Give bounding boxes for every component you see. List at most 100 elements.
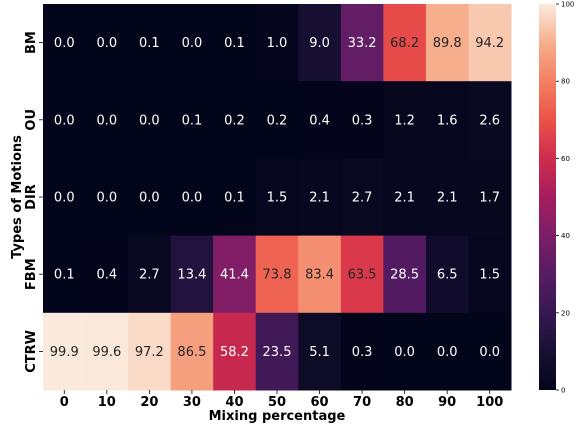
heatmap-cell-ctrw-70: [340, 312, 384, 391]
cell-value-label: 0.0: [54, 113, 75, 128]
cell-value-label: 13.4: [177, 268, 206, 283]
heatmap-cell-ou-80: [383, 81, 427, 159]
cell-value-label: 1.5: [267, 191, 288, 206]
heatmap-cell-ctrw-60: [298, 312, 342, 391]
heatmap-cell-dir-40: [213, 158, 257, 237]
heatmap-cell-ou-60: [298, 81, 342, 159]
cell-value-label: 0.2: [267, 113, 288, 128]
heatmap-cell-dir-10: [85, 158, 129, 237]
cell-value-label: 2.6: [479, 113, 500, 128]
heatmap-cell-bm-70: [340, 4, 384, 82]
cell-value-label: 1.5: [479, 268, 500, 283]
cell-value-label: 99.6: [92, 345, 121, 360]
x-tick-label: 100: [476, 395, 503, 410]
heatmap-cell-bm-100: [468, 4, 512, 82]
cell-value-label: 0.0: [182, 36, 203, 51]
heatmap-cell-ctrw-20: [128, 312, 172, 391]
cell-value-label: 0.0: [139, 113, 160, 128]
heatmap-cell-bm-10: [85, 4, 129, 82]
cell-value-label: 41.4: [220, 268, 249, 283]
colorbar-tick-label: 60: [561, 155, 570, 163]
x-tick-label: 70: [353, 395, 371, 410]
heatmap-cell-ou-90: [425, 81, 469, 159]
y-axis-title: Types of Motions: [10, 135, 25, 259]
cell-value-label: 99.9: [50, 345, 79, 360]
cell-value-label: 0.4: [96, 268, 117, 283]
heatmap-cell-dir-30: [170, 158, 214, 237]
colorbar-tick-label: 0: [561, 387, 565, 395]
x-tick-label: 30: [183, 395, 201, 410]
cell-value-label: 0.1: [224, 191, 245, 206]
colorbar-tick-label: 20: [561, 309, 570, 317]
x-tick-label: 50: [268, 395, 286, 410]
x-tick-label: 20: [140, 395, 158, 410]
colorbar-tick-label: 100: [561, 1, 574, 9]
heatmap-cell-ou-20: [128, 81, 172, 159]
cell-value-label: 0.1: [54, 268, 75, 283]
cell-value-label: 0.0: [54, 36, 75, 51]
cell-value-label: 0.0: [96, 113, 117, 128]
heatmap-cell-fbm-100: [468, 235, 512, 314]
heatmap-cell-fbm-20: [128, 235, 172, 314]
x-axis-title: Mixing percentage: [209, 409, 346, 424]
cell-value-label: 28.5: [390, 268, 419, 283]
x-tick-label: 90: [438, 395, 456, 410]
heatmap-cell-ctrw-80: [383, 312, 427, 391]
heatmap-cell-ou-10: [85, 81, 129, 159]
heatmap-cell-bm-60: [298, 4, 342, 82]
x-axis: 0 10 20 30 40 50 60 70 80 90 100: [60, 390, 503, 410]
heatmap-cell-ou-40: [213, 81, 257, 159]
heatmap-cell-dir-100: [468, 158, 512, 237]
cell-value-label: 1.6: [437, 113, 458, 128]
heatmap-cell-bm-80: [383, 4, 427, 82]
cell-value-label: 0.0: [437, 345, 458, 360]
cell-value-label: 0.2: [224, 113, 245, 128]
heatmap-cell-ctrw-50: [255, 312, 299, 391]
cell-value-label: 2.7: [352, 191, 373, 206]
y-tick-label: FBM: [24, 258, 39, 290]
heatmap-cell-bm-30: [170, 4, 214, 82]
heatmap-cell-ou-0: [43, 81, 87, 159]
heatmap-cell-fbm-60: [298, 235, 342, 314]
cell-value-label: 2.1: [309, 191, 330, 206]
cell-value-label: 0.1: [139, 36, 160, 51]
colorbar: 0 20 40 60 80 100: [539, 1, 574, 395]
cell-value-label: 1.0: [267, 36, 288, 51]
cell-value-label: 0.1: [182, 113, 203, 128]
heatmap-cell-fbm-0: [43, 235, 87, 314]
cell-value-label: 68.2: [390, 36, 419, 51]
cell-value-label: 0.4: [309, 113, 330, 128]
heatmap-cell-ou-70: [340, 81, 384, 159]
cell-value-label: 73.8: [263, 268, 292, 283]
x-tick-label: 0: [60, 395, 69, 410]
cell-value-label: 0.0: [139, 191, 160, 206]
x-tick-label: 80: [396, 395, 414, 410]
cell-value-label: 9.0: [309, 36, 330, 51]
cell-value-label: 0.0: [394, 345, 415, 360]
cell-value-label: 63.5: [348, 268, 377, 283]
cell-value-label: 0.0: [54, 191, 75, 206]
cell-value-label: 89.8: [433, 36, 462, 51]
heatmap-cell-ou-50: [255, 81, 299, 159]
heatmap-cell-dir-80: [383, 158, 427, 237]
colorbar-gradient: [539, 4, 556, 390]
heatmap-cell-fbm-40: [213, 235, 257, 314]
heatmap-cell-fbm-90: [425, 235, 469, 314]
cell-value-label: 23.5: [263, 345, 292, 360]
heatmap-cell-bm-20: [128, 4, 172, 82]
y-tick-label: DIR: [24, 184, 39, 210]
colorbar-tick-label: 40: [561, 232, 570, 240]
heatmap-cell-fbm-10: [85, 235, 129, 314]
cell-value-label: 97.2: [135, 345, 164, 360]
heatmap-cell-dir-0: [43, 158, 87, 237]
cell-value-label: 6.5: [437, 268, 458, 283]
heatmap-cells: [43, 4, 512, 391]
heatmap-cell-ou-100: [468, 81, 512, 159]
cell-value-label: 5.1: [309, 345, 330, 360]
heatmap-cell-fbm-50: [255, 235, 299, 314]
cell-value-label: 83.4: [305, 268, 334, 283]
heatmap-cell-ctrw-0: [43, 312, 87, 391]
heatmap-cell-bm-90: [425, 4, 469, 82]
cell-value-label: 2.1: [437, 191, 458, 206]
heatmap-cell-ctrw-40: [213, 312, 257, 391]
